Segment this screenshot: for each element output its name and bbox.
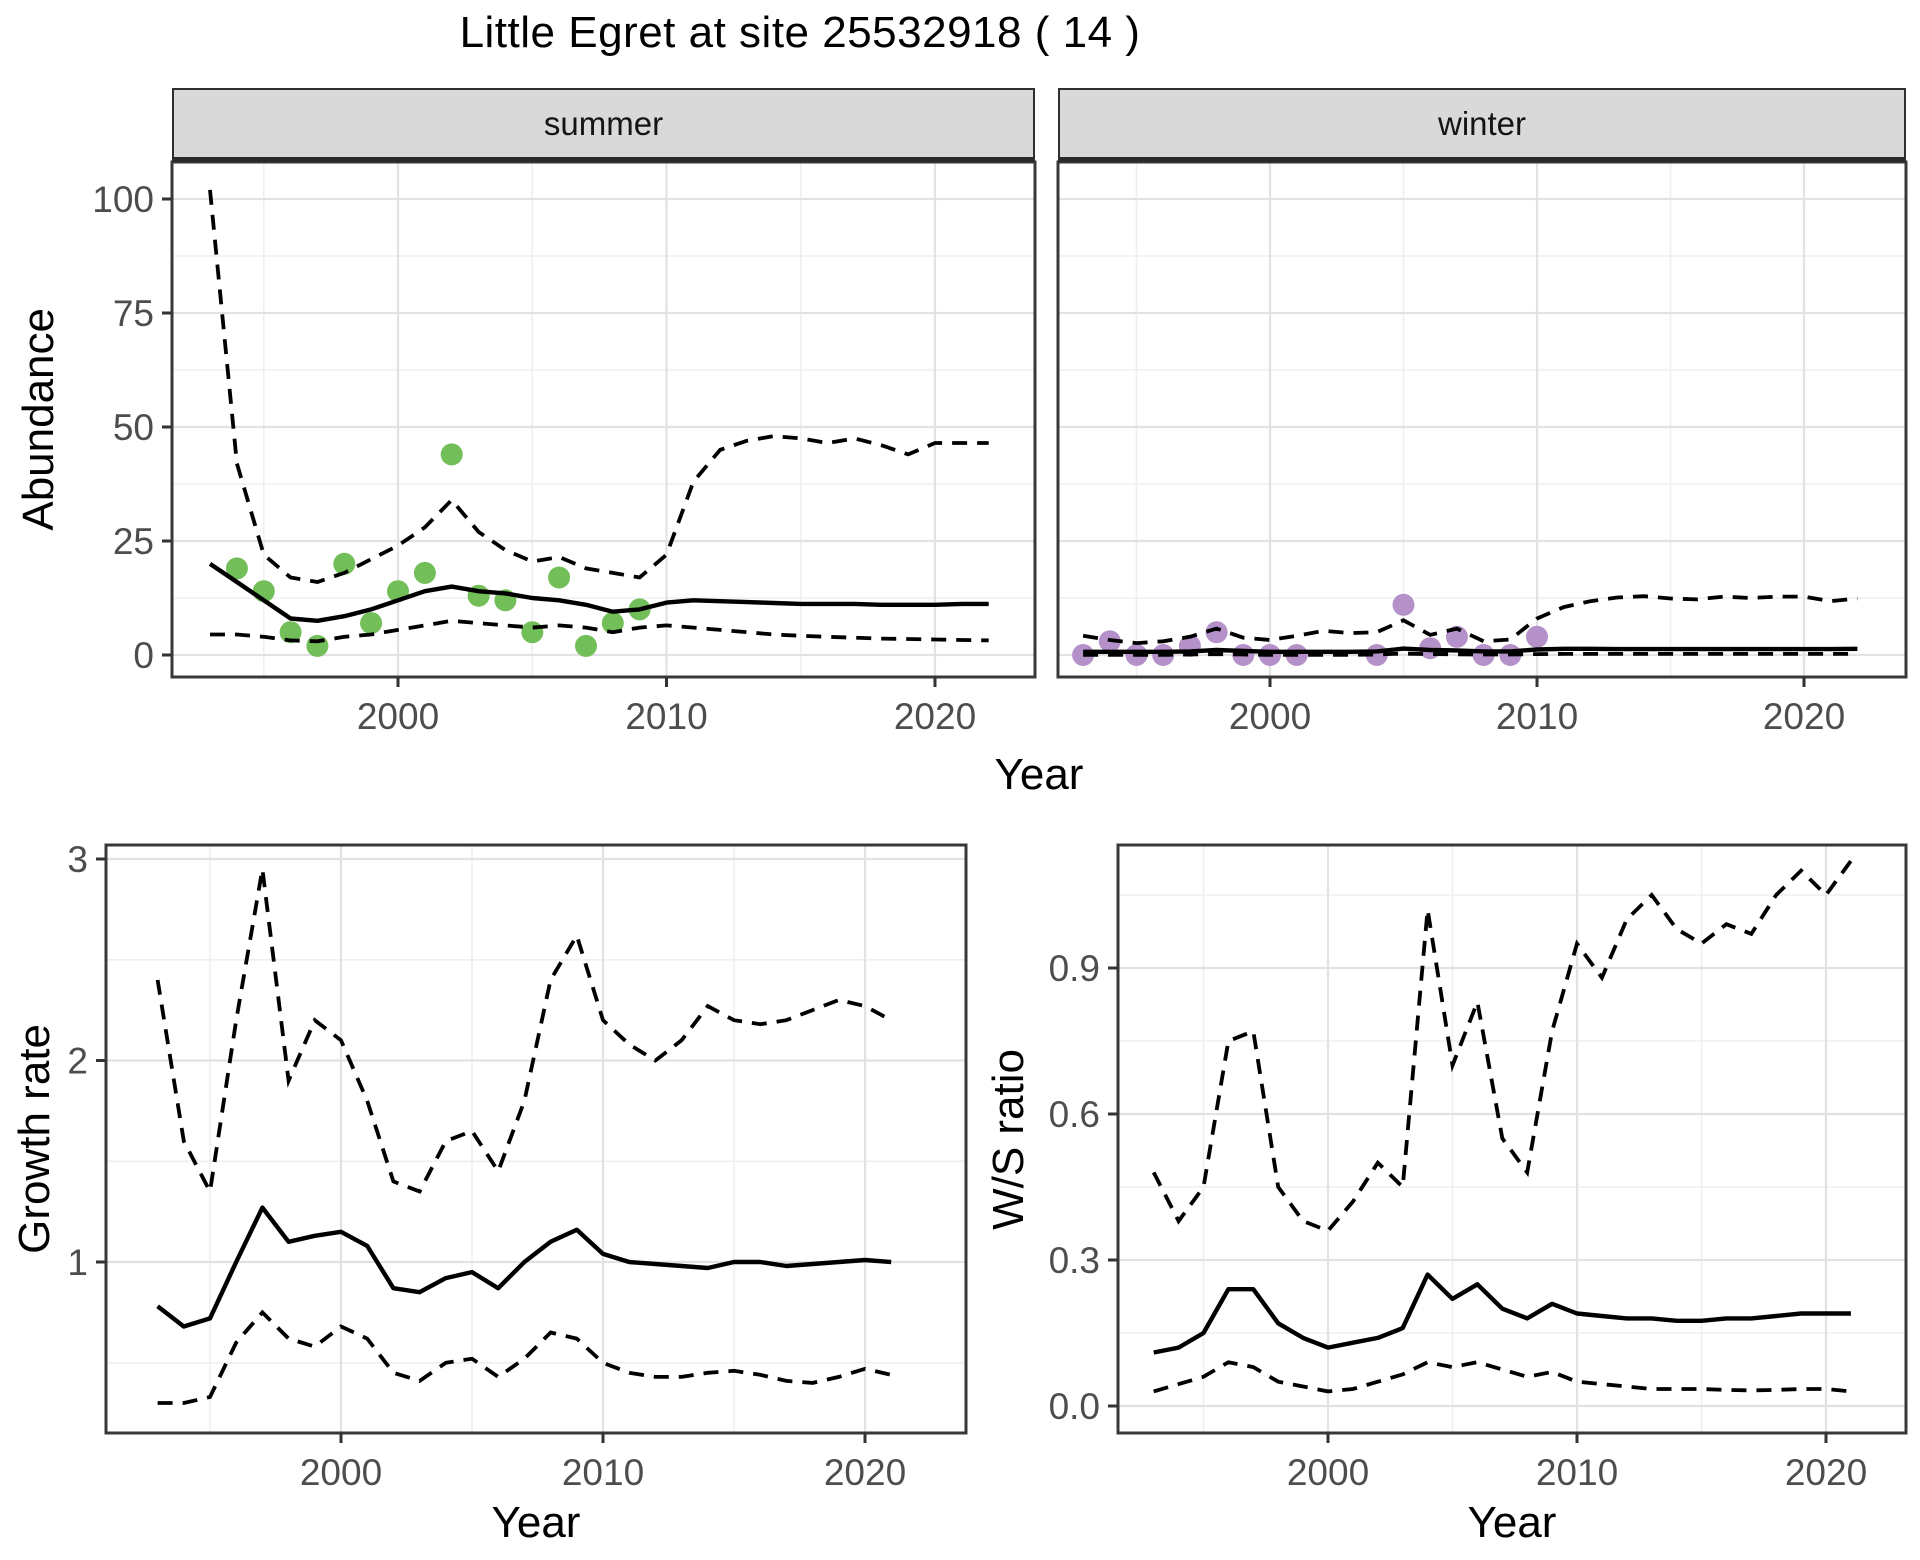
panel-growth_rate: 2000 2010 2020 1 2 3 <box>67 839 968 1493</box>
x-tick-label: 2000 <box>300 1452 382 1493</box>
x-axis-title-year-ws: Year <box>1467 1498 1557 1547</box>
panel-abundance_summer: 2000 2010 2020 0 25 50 75 100 <box>92 160 1037 737</box>
chart-title: Little Egret at site 25532918 ( 14 ) <box>459 8 1141 57</box>
growth_rate-upper-ci-line <box>155 868 893 1198</box>
abundance_summer-observed-point <box>333 552 356 575</box>
abundance_summer-observed-point <box>548 566 571 589</box>
panel-border <box>170 160 1037 679</box>
abundance_winter-observed-point <box>1205 621 1228 644</box>
y-tick-label: 50 <box>113 407 154 448</box>
x-axis-title-year-top: Year <box>994 750 1084 799</box>
y-tick-label: 3 <box>67 839 88 880</box>
y-tick-label: 0.3 <box>1049 1240 1100 1281</box>
abundance_summer-observed-point <box>360 612 383 635</box>
x-tick-label: 2010 <box>562 1452 644 1493</box>
x-tick-label: 2010 <box>1496 696 1578 737</box>
x-tick-label: 2020 <box>1785 1452 1867 1493</box>
y-tick-label: 0.0 <box>1049 1386 1100 1427</box>
abundance_summer-upper-ci-line <box>208 189 989 584</box>
abundance_summer-observed-point <box>225 557 248 580</box>
y-tick-label: 1 <box>67 1242 88 1283</box>
abundance_summer-lower-ci-line <box>210 618 989 644</box>
y-axis-title-ws-ratio: W/S ratio <box>984 1048 1033 1230</box>
abundance_summer-fit-line <box>208 561 989 623</box>
y-tick-label: 2 <box>67 1041 88 1082</box>
x-tick-label: 2020 <box>894 696 976 737</box>
x-axis-title-year-growth: Year <box>491 1498 581 1547</box>
abundance_summer-observed-point <box>440 443 463 466</box>
y-tick-label: 25 <box>113 521 154 562</box>
abundance_summer-observed-point <box>521 621 544 644</box>
y-tick-label: 0.9 <box>1049 948 1100 989</box>
abundance_winter-upper-ci-line <box>1082 594 1858 646</box>
y-tick-label: 0 <box>133 635 154 676</box>
panel-border <box>104 843 968 1435</box>
growth_rate-lower-ci-line <box>157 1309 892 1405</box>
x-tick-label: 2020 <box>824 1452 906 1493</box>
abundance_summer-observed-point <box>413 561 436 584</box>
panel-abundance_winter: 2000 2010 2020 <box>1056 160 1908 737</box>
abundance_summer-observed-point <box>306 634 329 657</box>
panel-border <box>1116 843 1908 1435</box>
abundance_winter-observed-point <box>1526 625 1548 648</box>
panel-border <box>1056 160 1908 679</box>
abundance_winter-fit-line <box>1083 646 1858 654</box>
abundance_winter-observed-point <box>1392 593 1415 616</box>
x-tick-label: 2010 <box>625 696 707 737</box>
facet-strip-summer-label: summer <box>543 104 664 142</box>
y-tick-label: 0.6 <box>1049 1094 1100 1135</box>
panel-background <box>1118 845 1906 1433</box>
y-tick-label: 100 <box>92 179 154 220</box>
x-tick-label: 2000 <box>1287 1452 1369 1493</box>
facet-strip-summer: summer <box>172 88 1035 162</box>
abundance_summer-observed-point <box>575 634 597 657</box>
panel-background <box>1058 162 1906 677</box>
abundance_summer-observed-point <box>601 612 624 635</box>
panel-background <box>172 162 1035 677</box>
ws_ratio-upper-ci-line <box>1152 859 1853 1234</box>
ws_ratio-fit-line <box>1153 1272 1851 1355</box>
y-axis-title-growth-rate: Growth rate <box>10 1024 59 1254</box>
facet-strip-winter-label: winter <box>1437 104 1527 142</box>
x-tick-label: 2000 <box>357 696 439 737</box>
facet-strip-winter: winter <box>1058 88 1906 162</box>
x-tick-label: 2020 <box>1763 696 1845 737</box>
x-tick-label: 2000 <box>1229 696 1311 737</box>
y-axis-title-abundance: Abundance <box>14 308 63 531</box>
panel-ws_ratio: 2000 2010 2020 0.0 0.3 0.6 0.9 <box>1049 843 1908 1493</box>
abundance_winter-lower-ci-line <box>1083 651 1858 657</box>
panel-background <box>106 845 966 1433</box>
abundance_summer-observed-point <box>279 621 302 644</box>
y-tick-label: 75 <box>113 293 154 334</box>
x-tick-label: 2010 <box>1536 1452 1618 1493</box>
ws_ratio-lower-ci-line <box>1153 1360 1852 1394</box>
growth_rate-fit-line <box>156 1205 892 1329</box>
